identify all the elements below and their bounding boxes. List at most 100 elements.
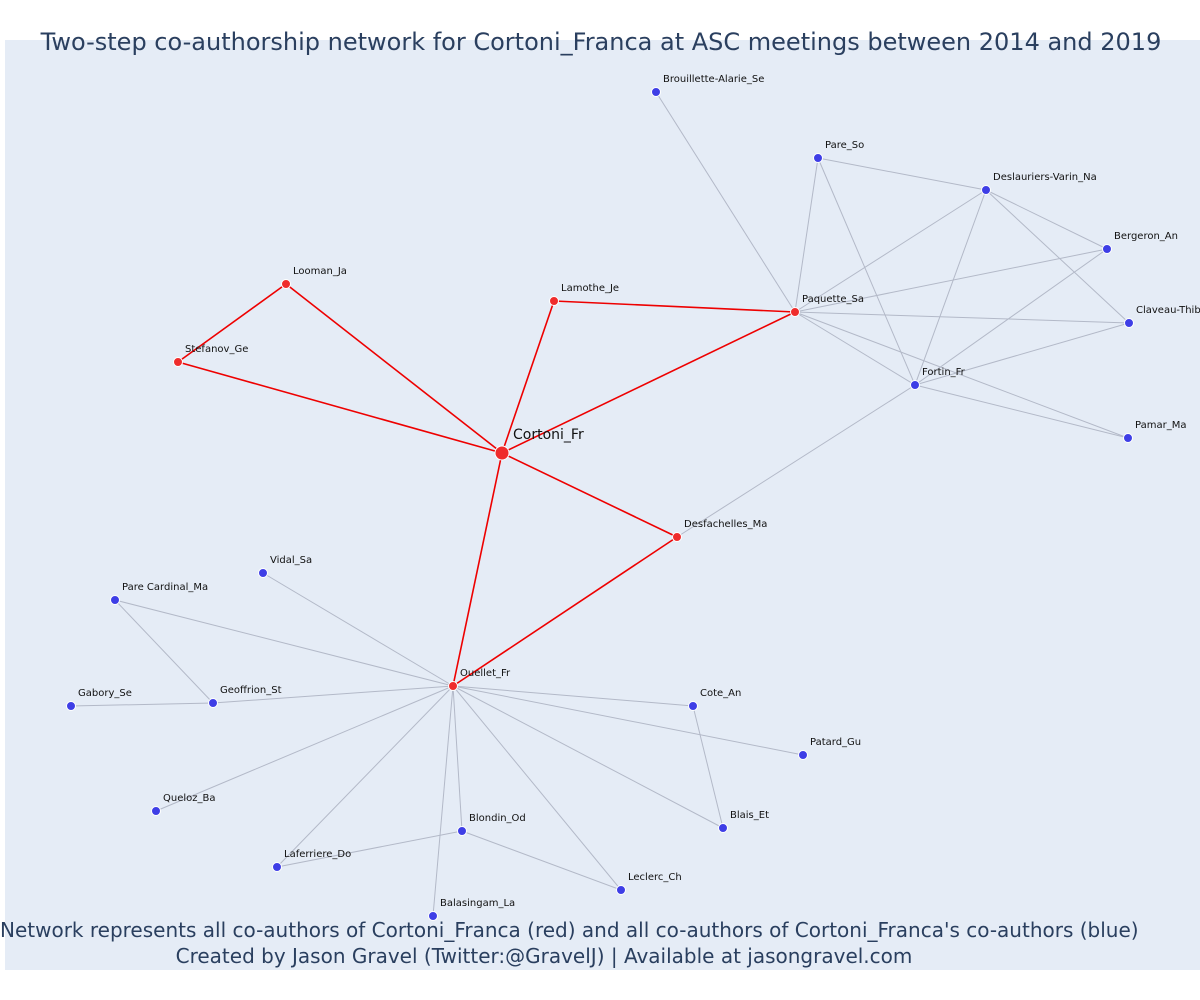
nodes-layer: [66, 87, 1134, 921]
node-label-cote-an: Cote_An: [700, 688, 741, 699]
edge-blondin-od-laferriere-do: [276, 830, 463, 868]
node-label-brouillette-alarie-se: Brouillette-Alarie_Se: [663, 74, 764, 85]
edge-paquette-sa-pamar-ma: [794, 311, 1129, 439]
node-label-lamothe-je: Lamothe_Je: [561, 283, 619, 294]
node-pare-so[interactable]: [813, 153, 823, 163]
node-pamar-ma[interactable]: [1123, 433, 1133, 443]
node-brouillette-alarie-se[interactable]: [651, 87, 661, 97]
node-blondin-od[interactable]: [457, 826, 467, 836]
node-claveau-thib[interactable]: [1124, 318, 1134, 328]
edge-ouellet-fr-laferriere-do: [276, 685, 454, 868]
edge-paquette-sa-fortin-fr: [794, 311, 916, 386]
node-blais-et[interactable]: [718, 823, 728, 833]
node-label-bergeron-an: Bergeron_An: [1114, 231, 1178, 242]
edges-layer: [70, 91, 1130, 917]
edge-ouellet-fr-geoffrion-st: [212, 685, 454, 704]
edge-looman-ja-stefanov-ge: [177, 283, 287, 363]
edge-deslauriers-varin-na-claveau-thib: [985, 189, 1130, 324]
node-vidal-sa[interactable]: [258, 568, 268, 578]
node-label-laferriere-do: Laferriere_Do: [284, 849, 351, 860]
node-label-pare-cardinal-ma: Pare Cardinal_Ma: [122, 582, 208, 593]
edge-pare-cardinal-ma-geoffrion-st: [114, 599, 214, 704]
node-label-desfachelles-ma: Desfachelles_Ma: [684, 519, 767, 530]
caption-line-2: Created by Jason Gravel (Twitter:@Gravel…: [175, 944, 913, 968]
node-label-balasingam-la: Balasingam_La: [440, 898, 515, 909]
node-label-geoffrion-st: Geoffrion_St: [220, 685, 282, 696]
node-label-pamar-ma: Pamar_Ma: [1135, 420, 1186, 431]
node-looman-ja[interactable]: [281, 279, 291, 289]
edge-blondin-od-leclerc-ch: [461, 830, 622, 891]
edge-ouellet-fr-pare-cardinal-ma: [114, 599, 454, 687]
edge-bergeron-an-fortin-fr: [914, 248, 1108, 386]
node-label-looman-ja: Looman_Ja: [293, 266, 347, 277]
edge-cortoni-fr-desfachelles-ma: [501, 452, 678, 538]
node-bergeron-an[interactable]: [1102, 244, 1112, 254]
labels-layer: Cortoni_Fr Looman_Ja Stefanov_Ge Lamothe_Je…: [78, 74, 1200, 909]
node-ouellet-fr[interactable]: [448, 681, 458, 691]
edge-paquette-sa-deslauriers-varin-na: [794, 189, 987, 313]
edge-ouellet-fr-blais-et: [452, 685, 724, 829]
edge-fortin-fr-pamar-ma: [914, 384, 1129, 439]
node-fortin-fr[interactable]: [910, 380, 920, 390]
node-label-queloz-ba: Queloz_Ba: [163, 793, 216, 804]
edge-paquette-sa-brouillette-alarie-se: [655, 91, 796, 313]
node-label-gabory-se: Gabory_Se: [78, 688, 132, 699]
node-gabory-se[interactable]: [66, 701, 76, 711]
node-leclerc-ch[interactable]: [616, 885, 626, 895]
node-queloz-ba[interactable]: [151, 806, 161, 816]
edge-ouellet-fr-cote-an: [452, 685, 694, 707]
node-laferriere-do[interactable]: [272, 862, 282, 872]
edge-ouellet-fr-vidal-sa: [262, 572, 454, 687]
node-label-deslauriers-varin-na: Deslauriers-Varin_Na: [993, 172, 1097, 183]
edge-cote-an-blais-et: [692, 705, 724, 829]
node-label-paquette-sa: Paquette_Sa: [802, 294, 864, 305]
edge-paquette-sa-bergeron-an: [794, 248, 1108, 313]
edge-paquette-sa-claveau-thib: [794, 311, 1130, 324]
node-paquette-sa[interactable]: [790, 307, 800, 317]
edge-fortin-fr-desfachelles-ma: [676, 384, 916, 538]
node-label-vidal-sa: Vidal_Sa: [270, 555, 312, 566]
node-geoffrion-st[interactable]: [208, 698, 218, 708]
node-label-patard-gu: Patard_Gu: [810, 737, 861, 748]
node-label-blais-et: Blais_Et: [730, 810, 769, 821]
node-label-pare-so: Pare_So: [825, 140, 864, 151]
chart-title: Two-step co-authorship network for Corto…: [40, 28, 1162, 56]
edge-desfachelles-ma-ouellet-fr: [452, 536, 678, 687]
node-desfachelles-ma[interactable]: [672, 532, 682, 542]
node-label-cortoni-fr: Cortoni_Fr: [513, 427, 584, 443]
caption-line-1: Network represents all co-authors of Cor…: [0, 918, 1139, 942]
edge-ouellet-fr-leclerc-ch: [452, 685, 622, 891]
node-label-fortin-fr: Fortin_Fr: [922, 367, 966, 378]
node-label-blondin-od: Blondin_Od: [469, 813, 526, 824]
node-balasingam-la[interactable]: [428, 911, 438, 921]
node-patard-gu[interactable]: [798, 750, 808, 760]
edge-ouellet-fr-blondin-od: [452, 685, 463, 832]
node-cortoni-fr[interactable]: [494, 445, 510, 461]
edge-claveau-thib-fortin-fr: [914, 322, 1130, 386]
node-label-claveau-thib: Claveau-Thib: [1136, 305, 1200, 316]
node-label-ouellet-fr: Ouellet_Fr: [460, 668, 511, 679]
node-pare-cardinal-ma[interactable]: [110, 595, 120, 605]
edge-deslauriers-varin-na-bergeron-an: [985, 189, 1108, 250]
edge-deslauriers-varin-na-fortin-fr: [914, 189, 987, 386]
edge-ouellet-fr-patard-gu: [452, 685, 804, 756]
node-deslauriers-varin-na[interactable]: [981, 185, 991, 195]
edge-cortoni-fr-ouellet-fr: [452, 452, 503, 687]
node-stefanov-ge[interactable]: [173, 357, 183, 367]
edge-cortoni-fr-paquette-sa: [501, 311, 796, 454]
plot-area: [5, 40, 1200, 970]
edge-ouellet-fr-queloz-ba: [155, 685, 454, 812]
node-label-leclerc-ch: Leclerc_Ch: [628, 872, 682, 883]
node-label-stefanov-ge: Stefanov_Ge: [185, 344, 248, 355]
edge-geoffrion-st-gabory-se: [70, 702, 214, 707]
edge-lamothe-je-paquette-sa: [553, 300, 796, 313]
edge-cortoni-fr-lamothe-je: [501, 300, 555, 454]
edge-cortoni-fr-looman-ja: [285, 283, 503, 454]
edge-pare-so-fortin-fr: [817, 157, 916, 386]
edge-paquette-sa-pare-so: [794, 157, 819, 313]
edge-pare-so-deslauriers-varin-na: [817, 157, 987, 191]
node-cote-an[interactable]: [688, 701, 698, 711]
edge-ouellet-fr-balasingam-la: [432, 685, 454, 917]
node-lamothe-je[interactable]: [549, 296, 559, 306]
